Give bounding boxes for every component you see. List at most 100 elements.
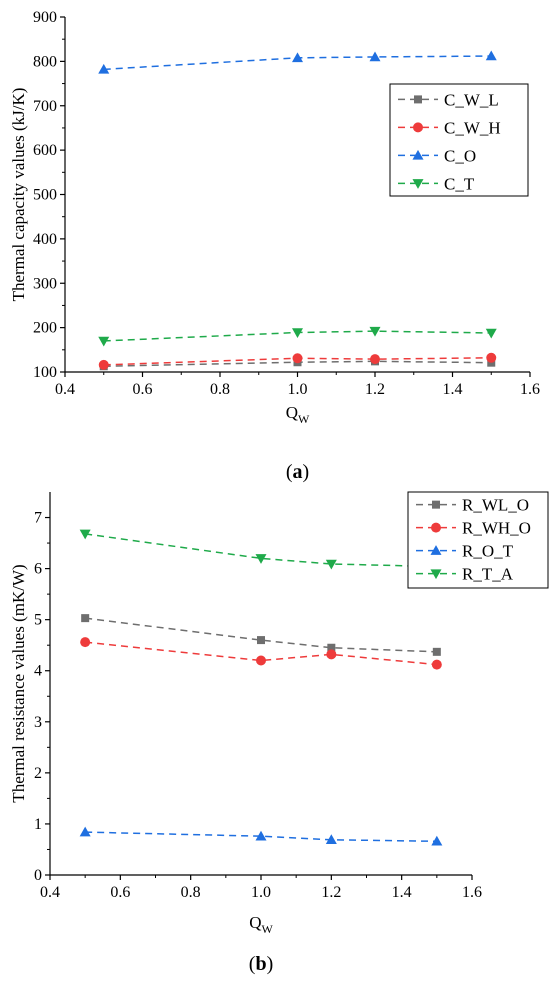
legend-box <box>389 83 529 197</box>
y-tick-label: 200 <box>33 320 57 337</box>
data-point-R_WL_O <box>327 643 336 652</box>
data-point-R_WH_O <box>326 649 337 660</box>
x-tick-label: 1.4 <box>443 381 463 398</box>
x-axis-title-main: Q <box>249 913 261 932</box>
x-tick-label: 0.6 <box>110 884 130 901</box>
legend-label: R_WL_O <box>462 496 529 515</box>
data-point-C_O <box>369 51 381 62</box>
data-point-R_WL_O <box>432 647 441 656</box>
y-tick-label: 500 <box>33 187 57 204</box>
series-line-R_WL_O <box>85 617 437 653</box>
data-point-R_O_T <box>255 830 267 841</box>
data-point-C_W_H <box>370 354 380 365</box>
y-tick-label: 4 <box>34 663 42 680</box>
series-line-C_W_L <box>103 360 492 367</box>
x-axis-title: QW <box>286 403 310 426</box>
y-tick-label: 5 <box>34 612 42 629</box>
legend-label: C_W_L <box>444 90 499 109</box>
legend-marker-R_T_A <box>430 569 442 580</box>
x-tick-label: 0.8 <box>181 884 201 901</box>
data-point-R_WH_O <box>431 659 442 670</box>
legend-label: R_O_T <box>462 542 514 561</box>
series-line-R_WH_O <box>85 641 437 666</box>
chart-panel-a: 0.4 0.6 0.8 1.0 1.2 1.4 1.6 100 200 300 400 500 600 7… <box>9 9 540 483</box>
legend-label: C_T <box>444 174 475 193</box>
x-tick-label: 1.2 <box>365 381 385 398</box>
data-point-R_O_T <box>79 826 91 837</box>
panel-label-close: ) <box>267 953 274 975</box>
x-axis-title-subscript: W <box>261 922 273 936</box>
series-line-R_T_A <box>85 533 437 568</box>
y-tick-label: 100 <box>33 364 57 381</box>
y-tick-label: 800 <box>33 53 57 70</box>
series-line-C_O <box>103 55 492 71</box>
data-point-C_O <box>292 52 303 63</box>
data-point-R_WL_O <box>257 636 265 645</box>
data-point-C_W_H <box>98 359 109 370</box>
legend-marker-R_WL_O <box>432 500 440 509</box>
y-tick-label: 6 <box>34 561 42 578</box>
panel-label: (b) <box>249 953 273 975</box>
y-tick-label: 0 <box>34 867 42 884</box>
legend-label: C_W_H <box>444 118 501 137</box>
data-point-C_W_H <box>486 352 497 363</box>
panel-label-open: ( <box>249 953 256 975</box>
y-tick-label: 3 <box>34 714 42 731</box>
data-point-C_T <box>485 328 497 339</box>
x-tick-label: 0.4 <box>55 381 75 398</box>
data-point-R_T_A <box>255 554 267 564</box>
y-axis-title: Thermal capacity values (kJ/K) <box>9 88 28 302</box>
x-axis-title-main: Q <box>286 403 298 422</box>
x-tick-label: 1.6 <box>462 884 482 901</box>
x-axis-title-subscript: W <box>298 412 310 426</box>
y-tick-label: 7 <box>34 510 42 527</box>
data-point-R_T_A <box>325 559 337 570</box>
legend-marker-C_T <box>412 179 424 189</box>
y-tick-label: 900 <box>33 9 57 26</box>
x-tick-label: 0.8 <box>210 381 230 398</box>
data-point-R_WH_O <box>80 637 91 648</box>
x-tick-label: 0.4 <box>40 884 60 901</box>
series-line-R_O_T <box>85 831 437 843</box>
data-point-R_WH_O <box>256 655 266 666</box>
data-point-R_WL_O <box>81 614 90 623</box>
legend-label: R_T_A <box>462 565 514 584</box>
y-tick-label: 700 <box>33 98 57 115</box>
y-tick-label: 600 <box>33 142 57 159</box>
data-point-C_W_H <box>292 353 303 364</box>
x-tick-label: 1.2 <box>321 884 341 901</box>
panel-label-letter: b <box>255 953 266 975</box>
data-point-C_O <box>485 50 497 61</box>
legend-box <box>407 491 549 589</box>
x-tick-label: 0.6 <box>133 381 153 398</box>
x-axis-title: QW <box>249 913 273 936</box>
legend-marker-C_W_H <box>413 122 423 133</box>
series-line-C_W_H <box>103 357 492 366</box>
legend-marker-R_O_T <box>430 545 442 555</box>
legend-label: R_WH_O <box>462 519 531 538</box>
data-point-R_O_T <box>325 834 337 845</box>
data-point-C_T <box>369 326 381 337</box>
data-point-C_O <box>98 63 110 74</box>
y-tick-label: 2 <box>34 765 42 782</box>
panel-label-letter: a <box>293 461 303 483</box>
panel-label-open: ( <box>286 461 293 483</box>
legend-marker-R_WH_O <box>431 522 441 533</box>
data-point-R_O_T <box>431 835 443 846</box>
y-tick-label: 1 <box>34 816 42 833</box>
x-tick-label: 1.0 <box>251 884 271 901</box>
legend-label: C_O <box>444 146 476 165</box>
y-tick-label: 300 <box>33 275 57 292</box>
legend-marker-C_W_L <box>414 95 422 104</box>
y-tick-label: 400 <box>33 231 57 248</box>
legend-marker-C_O <box>412 149 424 160</box>
panel-label-close: ) <box>303 461 310 483</box>
x-tick-label: 1.4 <box>392 884 412 901</box>
x-tick-label: 1.0 <box>288 381 308 398</box>
chart-panel-b: 0.4 0.6 0.8 1.0 1.2 1.4 1.6 0 1 2 3 4 5 6 7 Thermal res… <box>9 491 549 975</box>
data-point-C_T <box>292 328 303 339</box>
data-point-C_T <box>98 336 110 347</box>
panel-label: (a) <box>286 461 309 483</box>
data-point-R_T_A <box>79 529 91 540</box>
